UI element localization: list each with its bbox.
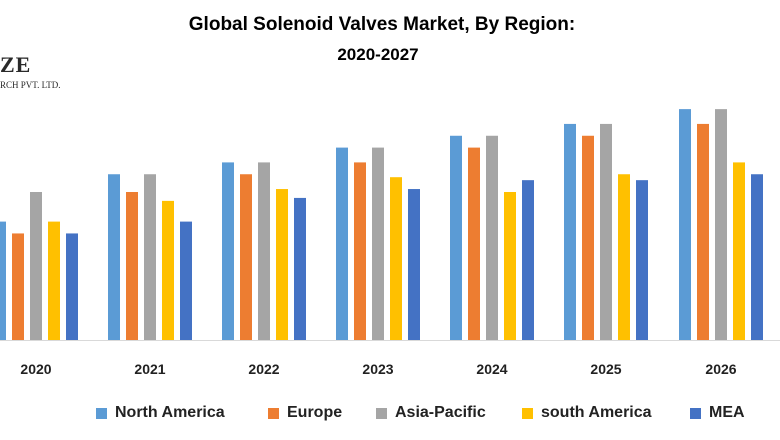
bar-2021-mea <box>180 221 192 340</box>
legend-label: Europe <box>287 404 343 421</box>
logo-text: ZE <box>0 52 32 77</box>
bar-2022-europe <box>240 174 252 340</box>
bar-2022-mea <box>294 197 306 340</box>
bar-2024-north-america <box>450 135 462 340</box>
legend-swatch <box>690 407 701 419</box>
legend-label: south America <box>541 404 652 421</box>
bar-2024-mea <box>522 180 534 340</box>
bar-2023-mea <box>408 189 420 340</box>
bar-2025-south-america <box>618 174 630 340</box>
bar-2023-south-america <box>390 177 402 340</box>
x-tick-label: 2024 <box>476 361 507 377</box>
bar-2024-south-america <box>504 192 516 340</box>
bar-2022-south-america <box>276 189 288 340</box>
legend-item: south America <box>522 404 652 422</box>
legend-item: Asia-Pacific <box>376 404 486 422</box>
bar-2026-north-america <box>679 109 691 341</box>
x-tick-label: 2023 <box>362 361 393 377</box>
chart-subtitle: 2020-2027 <box>337 45 419 64</box>
bar-2021-europe <box>126 192 138 340</box>
legend: North America Europe Asia-Pacific south Ame… <box>0 404 780 428</box>
legend-swatch <box>268 407 279 419</box>
bar-2020-europe <box>12 233 24 340</box>
x-tick-label: 2020 <box>20 361 51 377</box>
x-tick-label: 2025 <box>590 361 621 377</box>
bar-2026-asia-pacific <box>715 109 727 341</box>
legend-label: Asia-Pacific <box>395 404 486 421</box>
bar-2023-europe <box>354 162 366 340</box>
bar-2024-europe <box>468 147 480 340</box>
bar-2021-south-america <box>162 200 174 340</box>
bar-2020-north-america <box>0 221 6 340</box>
bar-2023-asia-pacific <box>372 147 384 340</box>
bar-2020-south-america <box>48 221 60 340</box>
bar-2026-mea <box>751 174 763 340</box>
bar-2021-north-america <box>108 174 120 340</box>
bar-2020-mea <box>66 233 78 340</box>
x-tick-label: 2022 <box>248 361 279 377</box>
bar-2026-south-america <box>733 162 745 340</box>
x-tick-label: 2021 <box>134 361 165 377</box>
legend-item: Europe <box>268 404 342 422</box>
bar-2022-north-america <box>222 162 234 340</box>
bar-2023-north-america <box>336 147 348 340</box>
legend-label: North America <box>115 404 225 421</box>
legend-label: MEA <box>709 404 745 421</box>
bar-2026-europe <box>697 123 709 340</box>
bar-2025-mea <box>636 180 648 340</box>
legend-swatch <box>522 407 533 419</box>
bar-2025-europe <box>582 135 594 340</box>
x-tick-label: 2026 <box>705 361 736 377</box>
legend-swatch <box>96 407 107 419</box>
bar-2022-asia-pacific <box>258 162 270 340</box>
bar-2025-north-america <box>564 123 576 340</box>
bar-2020-asia-pacific <box>30 192 42 340</box>
bar-2024-asia-pacific <box>486 135 498 340</box>
legend-item: North America <box>96 404 225 422</box>
bar-2021-asia-pacific <box>144 174 156 340</box>
chart-title: Global Solenoid Valves Market, By Region… <box>188 14 576 35</box>
legend-item: MEA <box>690 404 745 422</box>
bar-2025-asia-pacific <box>600 123 612 340</box>
legend-swatch <box>376 407 387 419</box>
logo-subtext: RCH PVT. LTD. <box>0 80 61 90</box>
